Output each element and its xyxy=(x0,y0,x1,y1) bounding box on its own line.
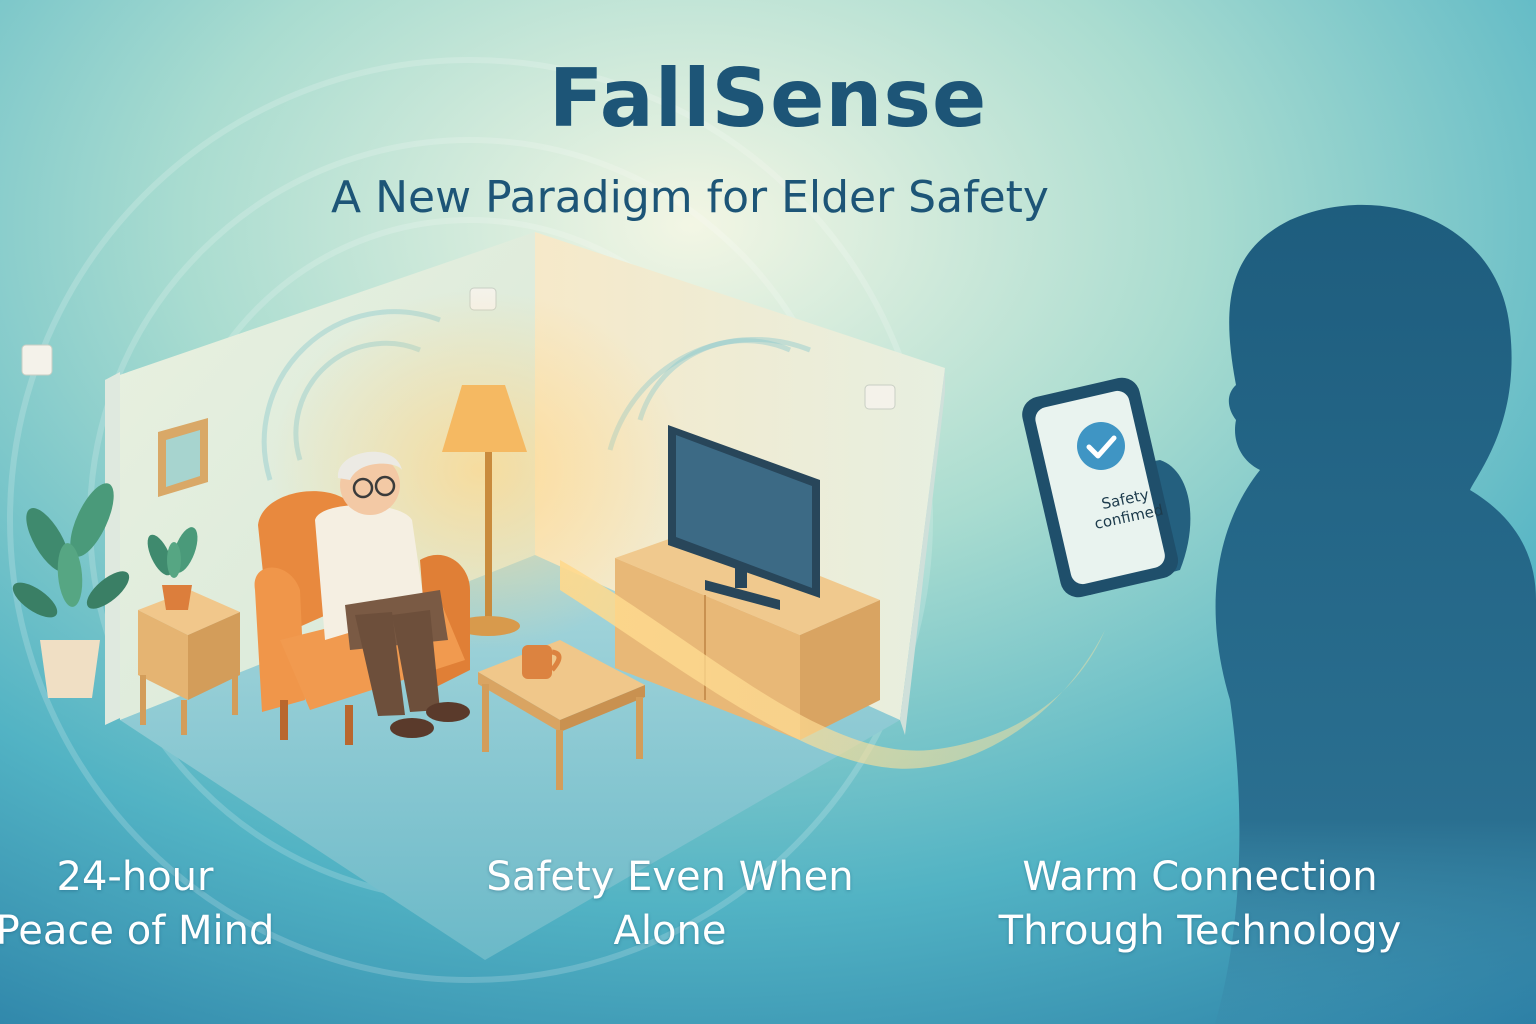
page-subtitle: A New Paradigm for Elder Safety xyxy=(331,172,1049,223)
elderly-man xyxy=(315,451,470,738)
smartphone xyxy=(1022,377,1191,598)
feature-line: Through Technology xyxy=(998,908,1402,954)
check-circle-icon xyxy=(1077,422,1125,470)
potted-plant xyxy=(12,483,130,698)
floor-lamp xyxy=(442,385,527,636)
feature-safety-alone: Safety Even When Alone xyxy=(470,850,870,958)
sensor-device xyxy=(21,344,53,376)
coffee-table xyxy=(478,640,645,790)
page-title: FallSense xyxy=(548,52,988,145)
picture-frame xyxy=(158,418,208,497)
small-plant xyxy=(147,527,198,610)
feature-line: 24-hour xyxy=(56,854,214,900)
sensor-device xyxy=(864,384,896,410)
coffee-mug xyxy=(522,645,562,679)
caregiver-silhouette xyxy=(1215,204,1536,1024)
television xyxy=(668,425,820,610)
feature-line: Alone xyxy=(613,908,727,954)
feature-peace-of-mind: 24-hour Peace of Mind xyxy=(0,850,280,958)
feature-line: Safety Even When xyxy=(486,854,854,900)
feature-warm-connection: Warm Connection Through Technology xyxy=(990,850,1410,958)
feature-line: Peace of Mind xyxy=(0,908,275,954)
side-table xyxy=(138,590,240,735)
feature-line: Warm Connection xyxy=(1022,854,1378,900)
